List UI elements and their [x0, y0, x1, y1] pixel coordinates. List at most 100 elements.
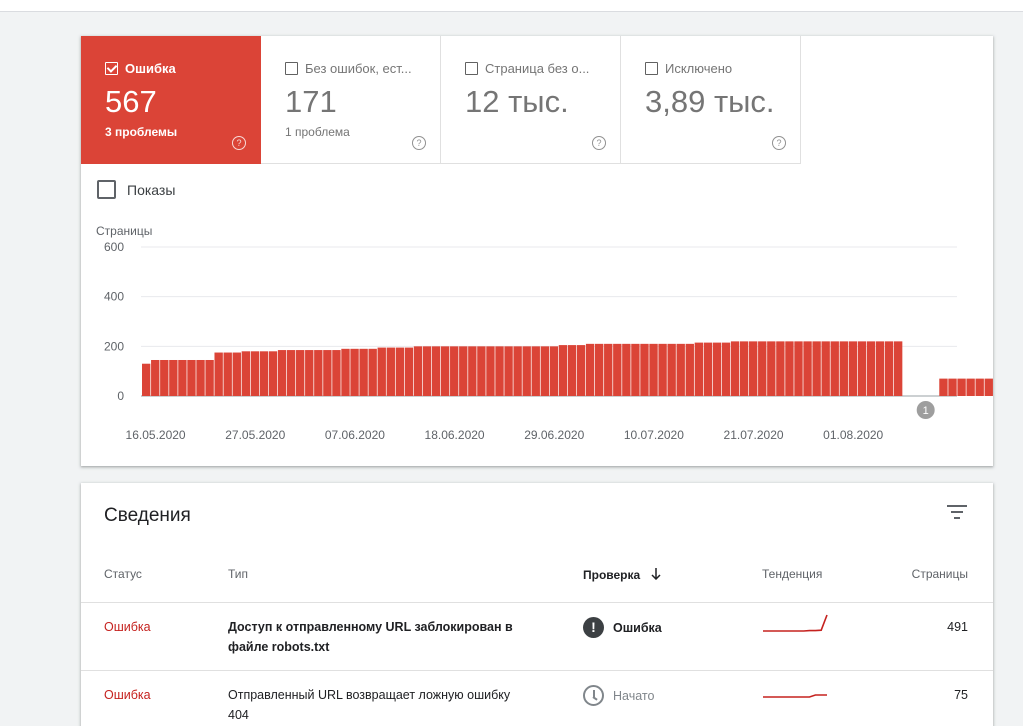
bar[interactable]: [595, 343, 604, 396]
filter-icon[interactable]: [947, 503, 969, 521]
tile-error[interactable]: Ошибка 567 3 проблемы ?: [81, 36, 261, 164]
bar[interactable]: [794, 341, 803, 396]
bar[interactable]: [540, 346, 549, 396]
bar[interactable]: [468, 346, 477, 396]
bar[interactable]: [314, 350, 323, 396]
bar[interactable]: [685, 343, 694, 396]
help-icon[interactable]: ?: [412, 136, 426, 150]
bar[interactable]: [604, 343, 613, 396]
bar[interactable]: [658, 343, 667, 396]
bar[interactable]: [259, 351, 269, 396]
bar[interactable]: [812, 341, 821, 396]
bar[interactable]: [368, 348, 377, 396]
bar[interactable]: [323, 350, 332, 396]
bar[interactable]: [984, 378, 993, 396]
bar[interactable]: [450, 346, 459, 396]
col-check[interactable]: Проверка: [583, 567, 661, 582]
table-row[interactable]: Ошибка Доступ к отправленному URL заблок…: [81, 603, 993, 671]
bar[interactable]: [785, 341, 794, 396]
bar[interactable]: [151, 359, 160, 396]
bar[interactable]: [884, 341, 894, 396]
bar[interactable]: [495, 346, 504, 396]
checkbox-icon[interactable]: [97, 180, 116, 199]
tile-valid[interactable]: Страница без о... 12 тыс. ?: [441, 36, 621, 164]
bar[interactable]: [305, 350, 314, 396]
checkbox-checked-icon[interactable]: [105, 62, 118, 75]
bar[interactable]: [504, 346, 513, 396]
bar[interactable]: [160, 359, 169, 396]
checkbox-icon[interactable]: [645, 62, 658, 75]
bar[interactable]: [640, 343, 649, 396]
bar[interactable]: [821, 341, 830, 396]
bar[interactable]: [839, 341, 848, 396]
tile-valid-with-warnings[interactable]: Без ошибок, ест... 171 1 проблема ?: [261, 36, 441, 164]
bar[interactable]: [703, 342, 713, 396]
bar[interactable]: [377, 347, 386, 396]
bar[interactable]: [214, 352, 223, 396]
help-icon[interactable]: ?: [772, 136, 786, 150]
tile-excluded[interactable]: Исключено 3,89 тыс. ?: [621, 36, 801, 164]
bar[interactable]: [142, 363, 151, 396]
bar[interactable]: [341, 348, 350, 396]
bar[interactable]: [241, 351, 251, 396]
bar[interactable]: [676, 343, 685, 396]
bar[interactable]: [431, 346, 441, 396]
bar[interactable]: [649, 343, 658, 396]
bar[interactable]: [477, 346, 486, 396]
bar[interactable]: [187, 359, 196, 396]
bar[interactable]: [803, 341, 812, 396]
bar[interactable]: [848, 341, 858, 396]
bar[interactable]: [268, 351, 278, 396]
bar[interactable]: [413, 346, 423, 396]
bar[interactable]: [459, 346, 468, 396]
bar[interactable]: [857, 341, 867, 396]
bar[interactable]: [830, 341, 839, 396]
bar[interactable]: [948, 378, 957, 396]
bar[interactable]: [350, 348, 359, 396]
bar[interactable]: [169, 359, 178, 396]
bar[interactable]: [332, 350, 341, 396]
bar[interactable]: [776, 341, 785, 396]
bar[interactable]: [422, 346, 432, 396]
bar[interactable]: [975, 378, 984, 396]
bar[interactable]: [277, 350, 287, 396]
impressions-toggle[interactable]: Показы: [97, 180, 175, 199]
bar[interactable]: [667, 343, 676, 396]
bar[interactable]: [395, 347, 405, 396]
bar[interactable]: [558, 345, 568, 396]
bar[interactable]: [286, 350, 296, 396]
bar[interactable]: [522, 346, 531, 396]
bar[interactable]: [296, 350, 305, 396]
bar[interactable]: [875, 341, 885, 396]
bar[interactable]: [232, 352, 241, 396]
bar[interactable]: [866, 341, 876, 396]
bar[interactable]: [223, 352, 232, 396]
bar[interactable]: [957, 378, 966, 396]
bar[interactable]: [178, 359, 187, 396]
bar[interactable]: [893, 341, 903, 396]
bar[interactable]: [622, 343, 631, 396]
bar[interactable]: [758, 341, 767, 396]
bar[interactable]: [730, 341, 740, 396]
bar[interactable]: [549, 346, 559, 396]
bar[interactable]: [694, 342, 704, 396]
bar[interactable]: [513, 346, 522, 396]
bar[interactable]: [966, 378, 975, 396]
col-type[interactable]: Тип: [228, 567, 249, 581]
bar[interactable]: [585, 343, 595, 396]
bar[interactable]: [739, 341, 749, 396]
checkbox-icon[interactable]: [465, 62, 478, 75]
col-trend[interactable]: Тенденция: [762, 567, 823, 581]
annotation-marker[interactable]: [916, 401, 935, 419]
bar[interactable]: [386, 347, 395, 396]
bar[interactable]: [576, 345, 586, 396]
help-icon[interactable]: ?: [592, 136, 606, 150]
col-pages[interactable]: Страницы: [911, 567, 968, 581]
bar[interactable]: [721, 342, 731, 396]
bar[interactable]: [196, 359, 205, 396]
bar[interactable]: [359, 348, 368, 396]
bar[interactable]: [749, 341, 758, 396]
checkbox-icon[interactable]: [285, 62, 298, 75]
col-status[interactable]: Статус: [104, 567, 142, 581]
bar[interactable]: [767, 341, 776, 396]
